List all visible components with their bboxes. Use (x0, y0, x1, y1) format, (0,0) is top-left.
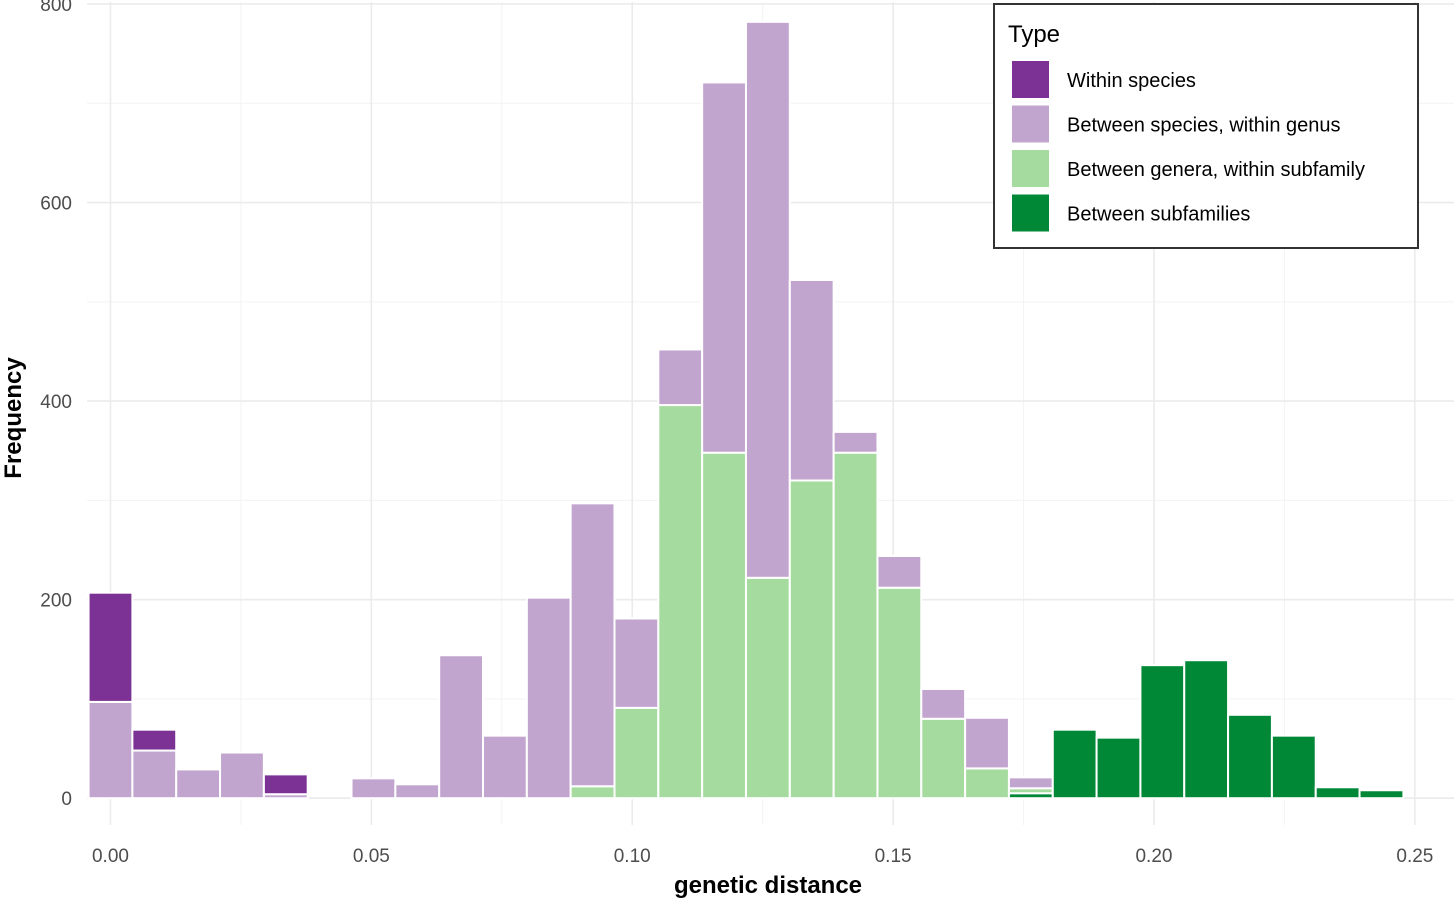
bar-segment (1139, 664, 1186, 800)
y-tick-label: 200 (40, 591, 72, 612)
bar-segment (1007, 776, 1054, 790)
bar-segment (832, 451, 879, 800)
bar-segment (788, 278, 835, 482)
bar-segment (569, 785, 616, 800)
x-axis-tick-labels: 0.00 0.05 0.10 0.15 0.20 0.25 (92, 846, 1433, 867)
bar-segment (1051, 728, 1098, 800)
bar-segment (87, 591, 134, 703)
bar-segment (832, 430, 879, 454)
y-tick-label: 600 (40, 194, 72, 215)
legend-box (993, 3, 1419, 249)
bar-segment (1270, 734, 1317, 800)
bar-segment (175, 768, 222, 800)
bar-segment (569, 502, 616, 788)
bar-segment (657, 404, 704, 800)
bar-segment (876, 586, 923, 800)
bar-segment (131, 749, 178, 800)
bar-segment (657, 348, 704, 407)
x-tick-label: 0.10 (614, 846, 651, 867)
bar-segment (394, 783, 441, 800)
bar-segment (262, 773, 309, 796)
bar-segment (482, 734, 528, 800)
bar-segment (613, 617, 660, 709)
legend-label: Between species, within genus (1067, 115, 1341, 137)
x-tick-label: 0.05 (353, 846, 390, 867)
legend-swatch (1012, 150, 1049, 187)
bar-segment (788, 479, 835, 800)
legend-swatch (1012, 61, 1049, 98)
x-tick-label: 0.20 (1135, 846, 1172, 867)
bar-segment (87, 700, 134, 800)
x-tick-label: 0.15 (875, 846, 912, 867)
legend-title: Type (1008, 21, 1060, 48)
legend-items: Within species Between species, within ge… (1012, 61, 1365, 232)
bar-segment (964, 716, 1010, 770)
y-tick-label: 400 (40, 392, 72, 413)
bar-segment (350, 777, 397, 800)
y-axis-tick-labels: 0 200 400 600 800 (40, 0, 72, 810)
bar-segment (964, 767, 1010, 800)
bar-segment (1183, 659, 1230, 800)
bar-segment (744, 576, 791, 800)
bar-segment (744, 20, 791, 579)
legend-swatch (1012, 105, 1049, 143)
y-axis-title: Frequency (0, 357, 27, 479)
bar-segment (920, 687, 967, 720)
x-tick-label: 0.00 (92, 846, 129, 867)
x-axis-title: genetic distance (674, 872, 862, 899)
bar-segment (1314, 786, 1361, 800)
bar-segment (438, 654, 485, 800)
bar-segment (613, 706, 660, 800)
legend-swatch (1012, 194, 1049, 232)
histogram-bars (87, 20, 1405, 800)
bar-segment (876, 554, 923, 589)
legend: Type Within species Between species, with… (993, 3, 1419, 249)
y-tick-label: 0 (61, 789, 72, 810)
bar-segment (219, 751, 265, 800)
bar-segment (1095, 736, 1142, 800)
legend-label: Within species (1067, 70, 1196, 92)
bar-segment (1227, 713, 1273, 800)
bar-segment (1358, 789, 1405, 800)
bar-segment (920, 717, 967, 800)
bar-segment (701, 81, 747, 454)
y-tick-label: 800 (40, 0, 72, 16)
legend-label: Between subfamilies (1067, 204, 1250, 226)
x-tick-label: 0.25 (1396, 846, 1433, 867)
bar-segment (131, 728, 178, 752)
legend-label: Between genera, within subfamily (1067, 159, 1365, 181)
bar-segment (701, 451, 747, 800)
bar-segment (525, 596, 572, 800)
